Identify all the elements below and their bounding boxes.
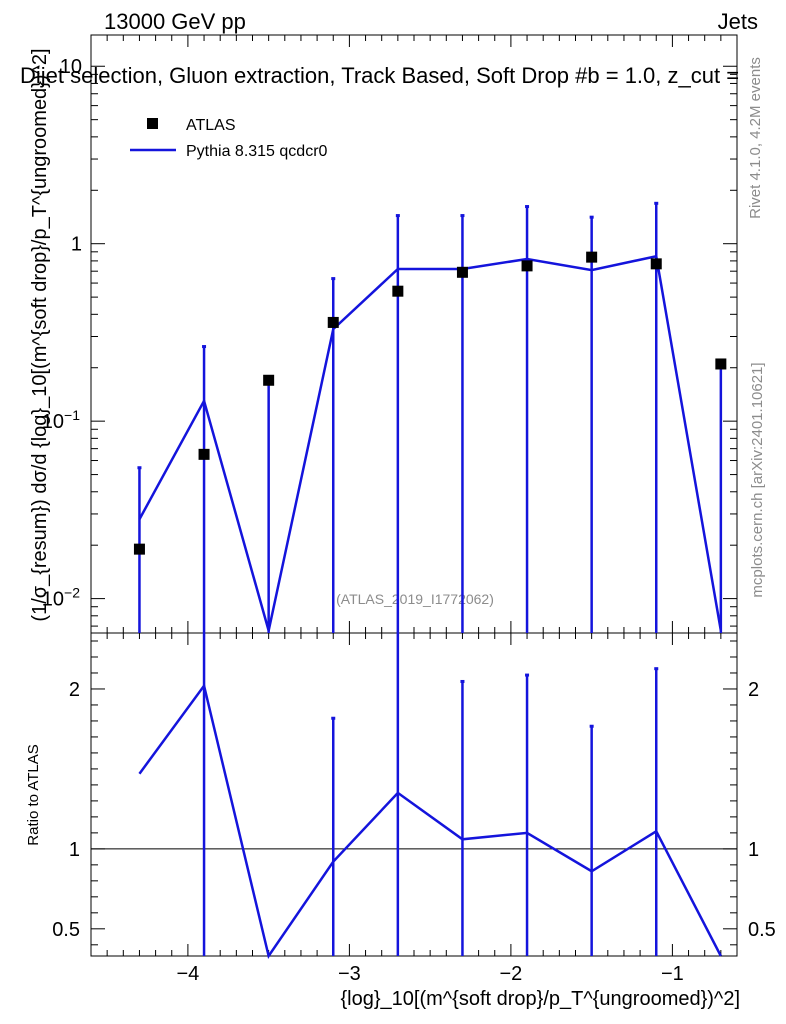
atlas-point xyxy=(263,374,275,386)
x-tick-label: −4 xyxy=(176,963,199,985)
atlas-series xyxy=(133,201,727,633)
process-label: Jets xyxy=(718,9,758,34)
upper-y-tick-label: 10 xyxy=(60,56,82,78)
upper-y-axis-label: (1/σ_{resum}) dσ/d {log}_10[(m^{soft dro… xyxy=(29,48,51,621)
lower-y-tick-label: 1 xyxy=(69,839,80,861)
legend: ATLAS Pythia 8.315 qcdcr0 xyxy=(130,117,328,160)
ratio-line xyxy=(138,682,722,960)
ratio-error-cap xyxy=(654,667,659,671)
ratio-series xyxy=(138,633,722,960)
source-label: mcplots.cern.ch [arXiv:2401.10621] xyxy=(749,362,766,597)
lower-y-tick-label-right: 2 xyxy=(748,679,759,701)
lower-y-tick-label: 0.5 xyxy=(52,919,80,941)
atlas-point xyxy=(133,543,145,555)
ratio-error-cap xyxy=(525,673,530,677)
atlas-point xyxy=(586,251,598,263)
lower-y-tick-label: 2 xyxy=(69,679,80,701)
pythia-line xyxy=(138,254,723,631)
lower-y-tick-label-right: 1 xyxy=(748,839,759,861)
plot-title: Dijet selection, Gluon extraction, Track… xyxy=(20,63,739,88)
x-tick-label: −2 xyxy=(499,963,522,985)
atlas-point xyxy=(456,266,468,278)
axis-ticks xyxy=(91,35,738,956)
rivet-version-label: Rivet 4.1.0, 4.2M events xyxy=(747,57,764,219)
pythia-series xyxy=(138,254,723,631)
ratio-error-cap xyxy=(331,716,336,720)
x-tick-label: −3 xyxy=(338,963,361,985)
atlas-point xyxy=(715,358,727,370)
atlas-error-cap xyxy=(137,466,142,470)
legend-pythia-label: Pythia 8.315 qcdcr0 xyxy=(186,143,328,160)
atlas-error-cap xyxy=(589,215,594,219)
atlas-error-cap xyxy=(460,214,465,218)
atlas-point xyxy=(650,258,662,270)
atlas-point xyxy=(198,448,210,460)
upper-y-tick-label: 1 xyxy=(71,234,82,256)
atlas-error-cap xyxy=(654,201,659,205)
x-tick-label: −1 xyxy=(661,963,684,985)
energy-label: 13000 GeV pp xyxy=(104,9,246,34)
lower-y-axis-label: Ratio to ATLAS xyxy=(25,744,42,845)
tick-labels: −4 −3 −2 −1 10−2 10−1 1 10 0.5 0.5 1 1 2 2 xyxy=(42,56,776,985)
lower-y-tick-label-right: 0.5 xyxy=(748,919,776,941)
atlas-point xyxy=(327,316,339,328)
ratio-error-cap xyxy=(589,724,594,728)
atlas-error-cap xyxy=(331,277,336,281)
ratio-error-cap xyxy=(460,679,465,683)
legend-atlas-marker xyxy=(147,118,158,129)
upper-y-tick-label: 10−2 xyxy=(42,585,80,611)
x-axis-label: {log}_10[(m^{soft drop}/p_T^{ungroomed})… xyxy=(340,988,740,1010)
lower-panel-frame xyxy=(90,632,738,957)
atlas-error-cap xyxy=(525,205,530,209)
atlas-point xyxy=(521,260,533,272)
atlas-error-cap xyxy=(202,345,207,349)
atlas-point xyxy=(392,285,404,297)
legend-atlas-label: ATLAS xyxy=(186,117,236,134)
upper-y-tick-label: 10−1 xyxy=(42,407,80,433)
analysis-watermark: (ATLAS_2019_I1772062) xyxy=(336,591,494,607)
atlas-error-cap xyxy=(395,214,400,218)
